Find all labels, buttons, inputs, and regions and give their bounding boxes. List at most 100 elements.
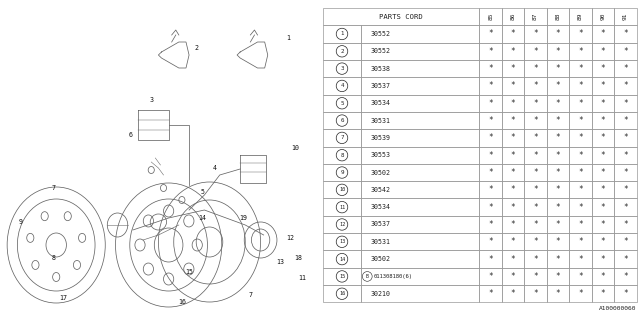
- Text: 6: 6: [340, 118, 344, 123]
- Bar: [592, 147, 614, 164]
- Text: *: *: [511, 237, 515, 246]
- Bar: [524, 285, 547, 302]
- Bar: [547, 251, 570, 268]
- Bar: [479, 198, 502, 216]
- Bar: [323, 233, 361, 251]
- Bar: [570, 43, 592, 60]
- Text: 3: 3: [149, 97, 153, 103]
- Bar: [547, 25, 570, 43]
- Text: *: *: [623, 64, 628, 73]
- Bar: [361, 147, 479, 164]
- Text: 5: 5: [200, 189, 204, 195]
- Text: 19: 19: [239, 215, 247, 221]
- Bar: [479, 216, 502, 233]
- Text: 11: 11: [339, 205, 345, 210]
- Text: 9: 9: [19, 219, 22, 225]
- Bar: [479, 77, 502, 95]
- Bar: [502, 77, 524, 95]
- Bar: [479, 268, 502, 285]
- Bar: [614, 268, 637, 285]
- Text: *: *: [579, 185, 583, 194]
- Bar: [592, 43, 614, 60]
- Bar: [361, 129, 479, 147]
- Text: *: *: [488, 272, 493, 281]
- Text: *: *: [556, 29, 561, 38]
- Text: *: *: [533, 289, 538, 298]
- Bar: [479, 285, 502, 302]
- Text: 13: 13: [339, 239, 345, 244]
- Bar: [614, 216, 637, 233]
- Bar: [614, 60, 637, 77]
- Text: *: *: [488, 289, 493, 298]
- Text: 88: 88: [556, 13, 561, 20]
- Text: 18: 18: [294, 255, 303, 261]
- Bar: [479, 8, 502, 25]
- Bar: [547, 77, 570, 95]
- Bar: [502, 60, 524, 77]
- Bar: [502, 164, 524, 181]
- Text: 30539: 30539: [370, 135, 390, 141]
- Text: *: *: [556, 255, 561, 264]
- Text: *: *: [556, 116, 561, 125]
- Text: 30537: 30537: [370, 83, 390, 89]
- Bar: [502, 8, 524, 25]
- Text: *: *: [556, 81, 561, 91]
- Text: *: *: [511, 116, 515, 125]
- Bar: [614, 233, 637, 251]
- Bar: [570, 181, 592, 198]
- Bar: [614, 181, 637, 198]
- Bar: [570, 233, 592, 251]
- Bar: [570, 268, 592, 285]
- Bar: [524, 60, 547, 77]
- Text: *: *: [511, 185, 515, 194]
- Bar: [524, 25, 547, 43]
- Text: 11: 11: [298, 275, 307, 281]
- Bar: [592, 251, 614, 268]
- Text: *: *: [579, 99, 583, 108]
- Bar: [614, 43, 637, 60]
- Bar: [502, 181, 524, 198]
- Text: *: *: [623, 81, 628, 91]
- Bar: [502, 95, 524, 112]
- Text: 30531: 30531: [370, 117, 390, 124]
- Text: 15: 15: [339, 274, 345, 279]
- Bar: [614, 25, 637, 43]
- Text: *: *: [556, 272, 561, 281]
- Text: *: *: [556, 151, 561, 160]
- Bar: [570, 251, 592, 268]
- Bar: [361, 216, 479, 233]
- Text: *: *: [556, 237, 561, 246]
- Bar: [547, 198, 570, 216]
- Text: *: *: [533, 255, 538, 264]
- Text: *: *: [511, 168, 515, 177]
- Text: *: *: [601, 203, 605, 212]
- Text: *: *: [488, 99, 493, 108]
- Text: *: *: [533, 185, 538, 194]
- Bar: [323, 95, 361, 112]
- Text: *: *: [623, 151, 628, 160]
- Bar: [570, 95, 592, 112]
- Text: *: *: [511, 255, 515, 264]
- Text: *: *: [601, 289, 605, 298]
- Bar: [524, 164, 547, 181]
- Bar: [524, 181, 547, 198]
- Text: *: *: [579, 47, 583, 56]
- Bar: [323, 285, 361, 302]
- Bar: [502, 233, 524, 251]
- Bar: [570, 77, 592, 95]
- Text: PARTS CORD: PARTS CORD: [380, 14, 423, 20]
- Text: 6: 6: [129, 132, 133, 138]
- Bar: [502, 43, 524, 60]
- Bar: [570, 164, 592, 181]
- Text: *: *: [488, 237, 493, 246]
- Text: 7: 7: [340, 135, 344, 140]
- Text: 30552: 30552: [370, 31, 390, 37]
- Bar: [547, 164, 570, 181]
- Text: *: *: [488, 81, 493, 91]
- Bar: [361, 164, 479, 181]
- Bar: [570, 147, 592, 164]
- Text: 9: 9: [340, 170, 344, 175]
- Text: *: *: [579, 116, 583, 125]
- Bar: [592, 77, 614, 95]
- Text: *: *: [579, 168, 583, 177]
